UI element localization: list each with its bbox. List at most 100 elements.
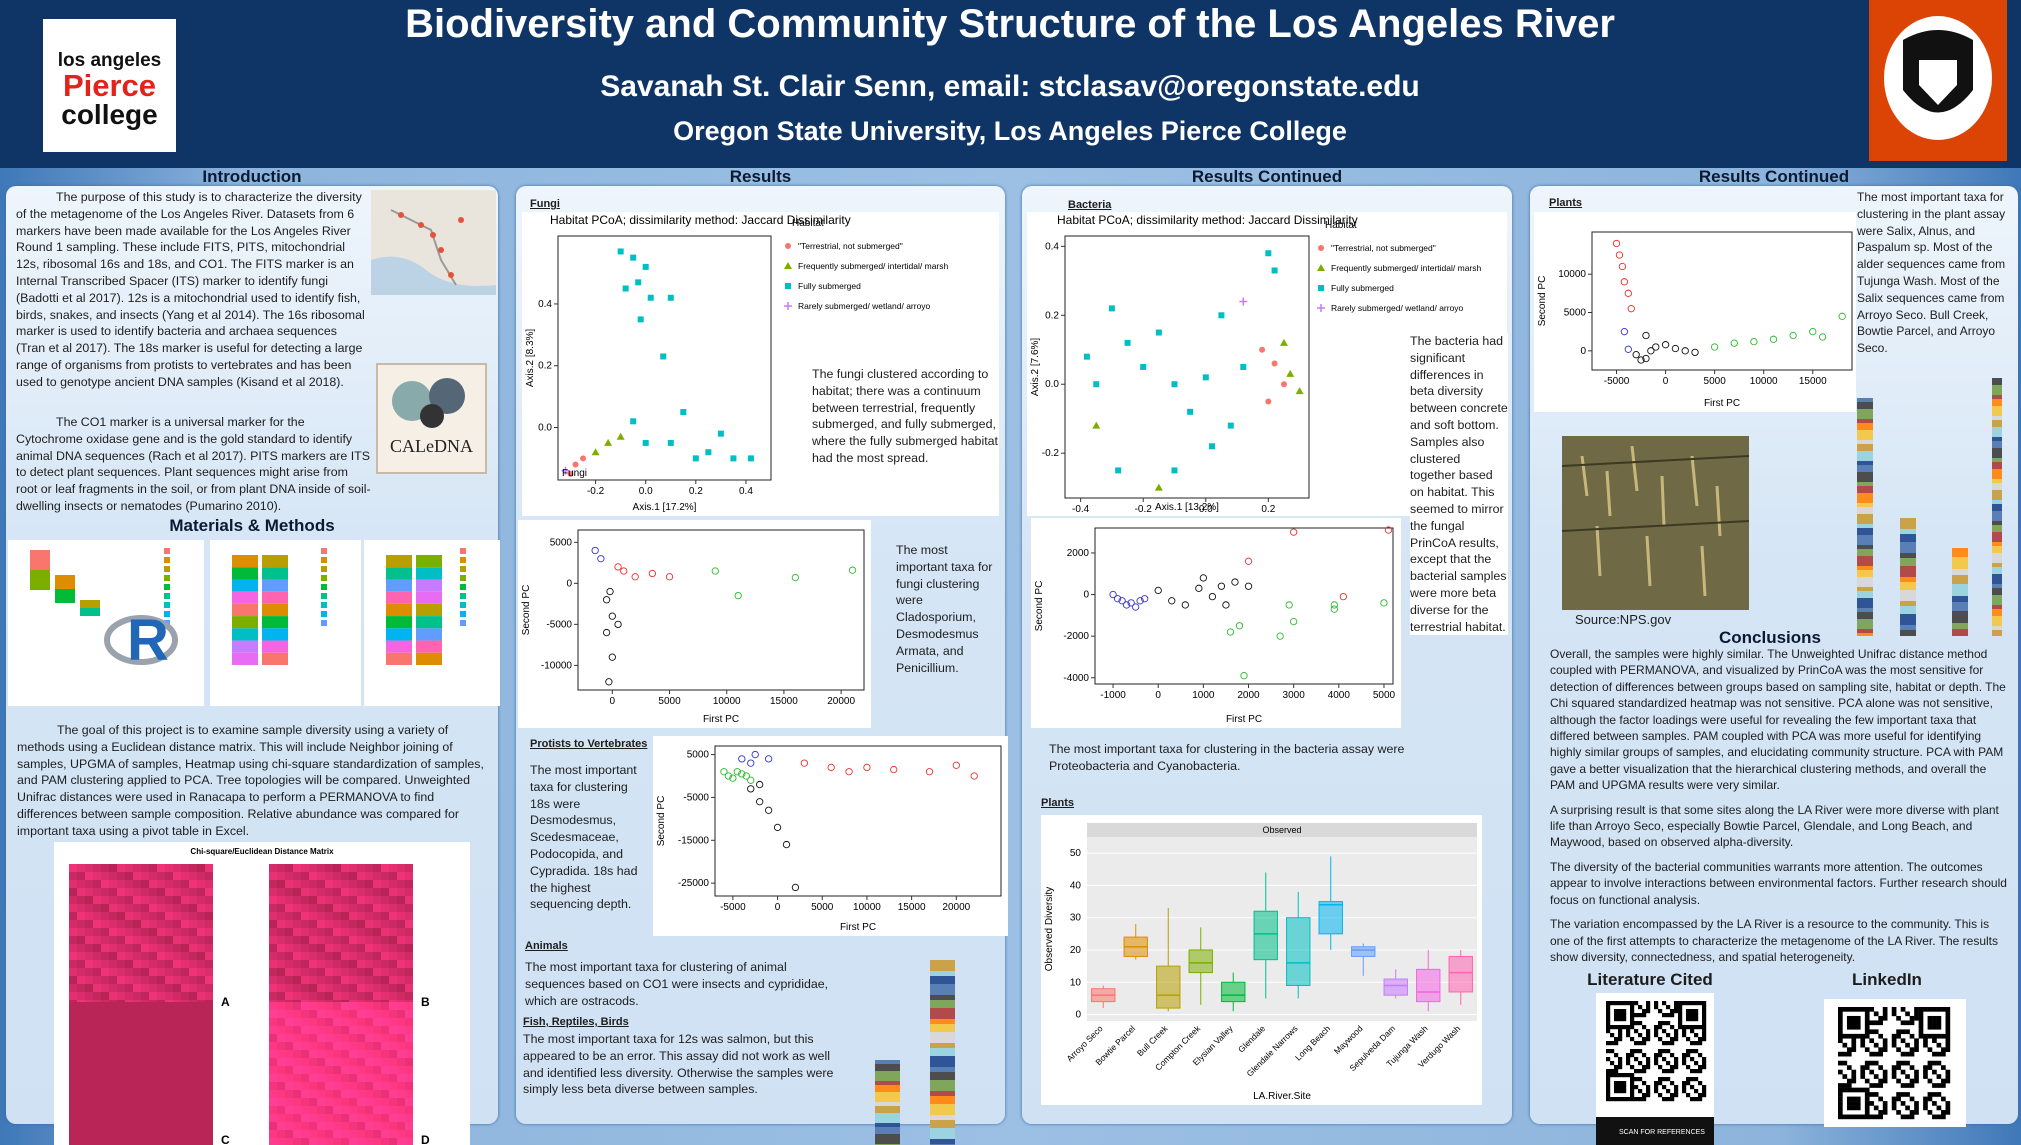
point [952,761,960,769]
qr-module [1896,1065,1901,1070]
heatmap-cell [269,1074,277,1082]
plot-area [577,529,865,691]
stack-segment [875,1102,900,1106]
stack-segment [930,1104,955,1115]
qr-module [1838,1011,1843,1017]
qr-literature[interactable]: SCAN FOR REFERENCES [1596,993,1714,1145]
stack-segment [386,652,412,665]
heatmap-cell [357,984,365,992]
point [635,279,642,286]
qr-module [1936,1042,1942,1048]
qr-linkedin[interactable] [1824,999,1966,1127]
heatmap-cell [125,1122,133,1130]
qr-module [1851,1047,1857,1052]
legend-swatch [164,611,170,617]
heatmap-cell [341,896,349,904]
stack-segment [1857,482,1873,486]
point [1227,422,1234,429]
qr-module [1882,1101,1888,1106]
heatmap-cell [181,888,189,896]
heatmap-cell [197,1042,205,1050]
heatmap-cell [381,976,389,984]
heatmap-cell [101,1098,109,1106]
stack-segment [1992,385,2002,395]
heatmap-cell [133,960,141,968]
heatmap-cell [397,1026,405,1034]
qr-module [1618,1097,1623,1102]
qr-module [1891,1074,1897,1079]
heatmap-cell [93,920,101,928]
heatmap-cell [389,968,397,976]
heatmap-cell [141,944,149,952]
heatmap-cell [69,1138,77,1145]
heatmap-cell [205,896,213,904]
point [1218,312,1225,319]
heatmap-cell [93,1074,101,1082]
qr-module [1622,1013,1627,1018]
x-tick-label: 5000 [811,902,834,913]
heatmap-cell [381,1138,389,1145]
heatmap-cell [101,968,109,976]
heatmap-cell [285,1098,293,1106]
point [1280,381,1287,388]
qr-module [1842,1074,1848,1079]
heatmap-cell [77,976,85,984]
heatmap-cell [181,1002,189,1010]
paragraph: The CO1 marker is a universal marker for… [16,415,371,513]
heatmap-cell [373,968,381,976]
heatmap-cell [365,1098,373,1106]
heatmap-cell [397,1034,405,1042]
heatmap-cell [69,960,77,968]
heatmap-cell [93,1034,101,1042]
stack-segment [1992,542,2002,546]
literature-heading: Literature Cited [1587,970,1713,989]
heatmap-cell [325,976,333,984]
heatmap-cell [133,1114,141,1122]
heatmap-cell [109,952,117,960]
x-tick-label: 0 [775,902,781,913]
heatmap-cell [189,1034,197,1042]
point [925,768,934,776]
qr-module [1927,1033,1933,1039]
heatmap-cell [197,976,205,984]
y-tick-label: 20 [1070,945,1082,956]
heatmap-cell [173,952,181,960]
qr-module [1932,1083,1937,1088]
qr-module [1618,1013,1623,1018]
point [764,755,773,763]
heatmap-cell [173,1002,181,1010]
x-tick-label: 5000 [658,696,681,707]
qr-module [1838,1105,1843,1111]
heatmap-cell [85,1090,93,1098]
heatmap-cell [405,888,413,896]
heatmap-cell [381,1122,389,1130]
heatmap-cell [405,1042,413,1050]
heatmap-cell [365,928,373,936]
qr-module [1909,1096,1915,1102]
qr-module [1686,1053,1691,1058]
qr-module [1634,1069,1639,1074]
qr-module [1622,1073,1627,1078]
qr-module [1662,1013,1667,1018]
qr-module [1614,1073,1619,1078]
qr-module [1678,1013,1683,1018]
heatmap-cell [173,928,181,936]
qr-module [1662,1077,1667,1082]
heatmap-cell [317,880,325,888]
heatmap-cell [149,864,157,872]
qr-module [1646,1065,1651,1070]
heatmap-cell [309,1082,317,1090]
heatmap-cell [181,976,189,984]
heatmap-cell [189,880,197,888]
qr-module [1891,1069,1897,1075]
heatmap-cell [365,1050,373,1058]
heatmap-cell [157,1082,165,1090]
heatmap-cell [117,952,125,960]
stack-segment [416,652,442,665]
heatmap-cell [317,1130,325,1138]
qr-module [1914,1038,1919,1044]
qr-module [1618,1085,1623,1090]
legend-label: "Terrestrial, not submerged" [1331,243,1436,253]
qr-module [1905,1083,1910,1088]
